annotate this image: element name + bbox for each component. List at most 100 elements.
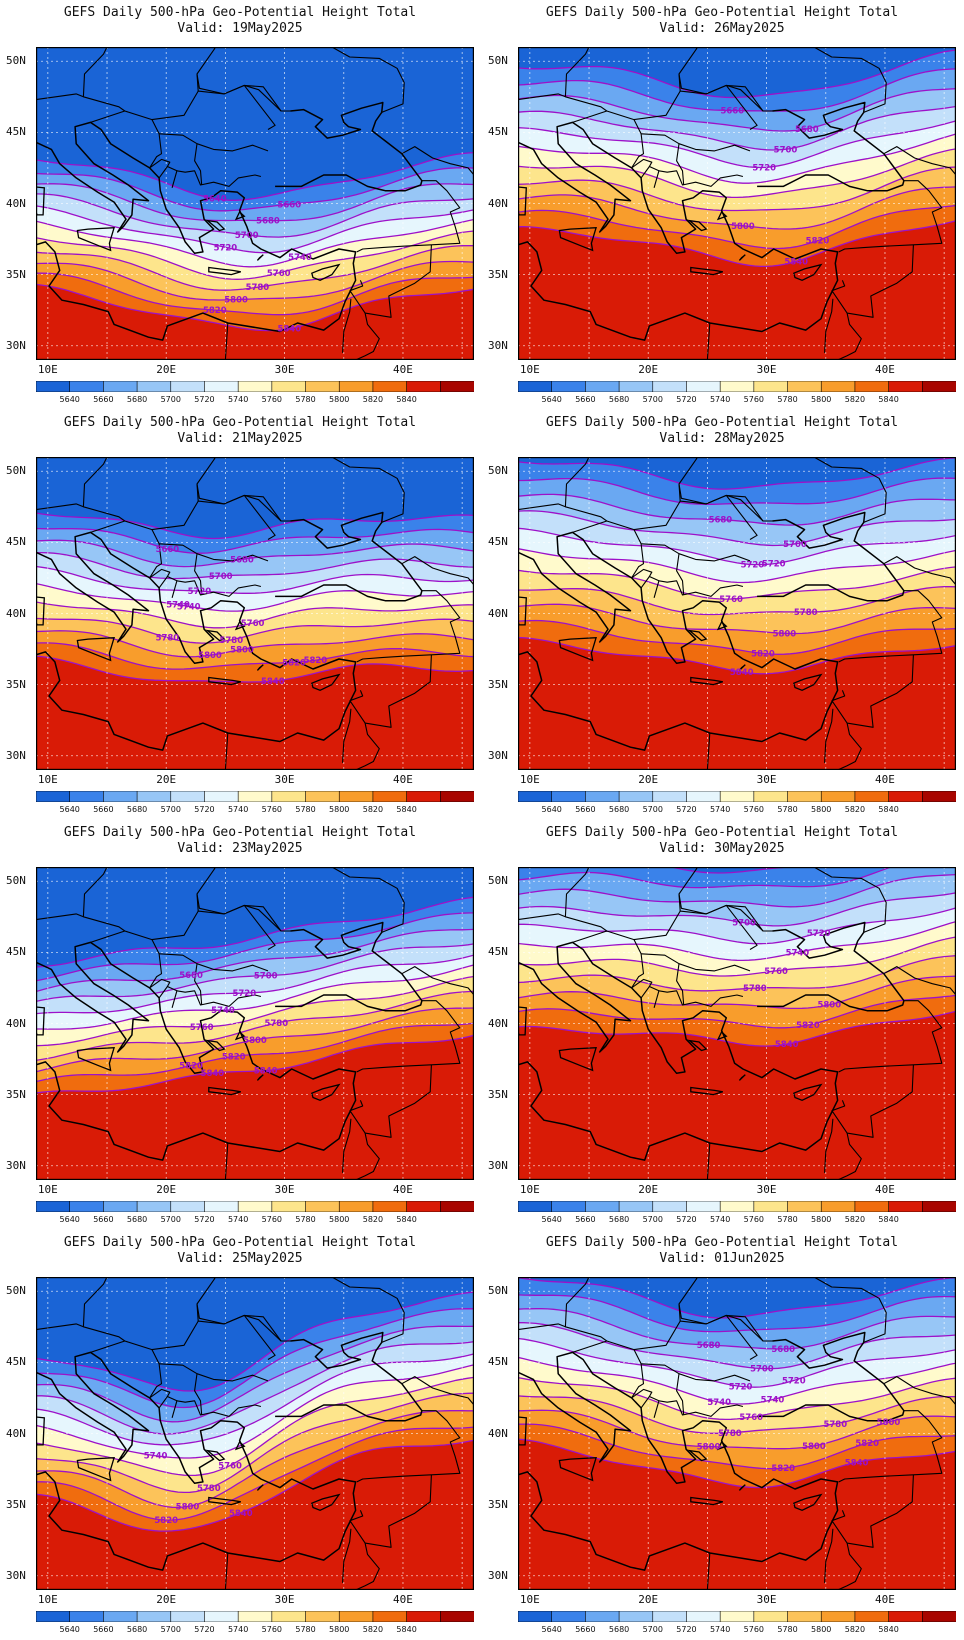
colorbar-swatch bbox=[719, 791, 755, 802]
longitude-label: 10E bbox=[519, 773, 540, 786]
colorbar-label: 5720 bbox=[194, 1215, 215, 1224]
contour-label: 5780 bbox=[264, 1019, 288, 1029]
contour-line bbox=[518, 603, 956, 635]
island-outline bbox=[687, 1449, 708, 1462]
colorbar-label: 5760 bbox=[261, 395, 283, 404]
contour-label: 5840 bbox=[784, 257, 808, 267]
colorbar-swatch bbox=[237, 791, 273, 802]
colorbar-swatch bbox=[652, 381, 688, 392]
contour-label: 5680 bbox=[230, 555, 254, 565]
country-border bbox=[243, 1315, 276, 1360]
latitude-label: 35N bbox=[488, 267, 508, 281]
contour-label: 5740 bbox=[166, 601, 190, 611]
country-border bbox=[826, 690, 846, 712]
island-outline bbox=[208, 1086, 241, 1096]
colorbar-swatch bbox=[36, 1611, 71, 1622]
colorbar-swatch bbox=[305, 791, 340, 802]
country-border bbox=[705, 904, 764, 932]
colorbar-swatch bbox=[618, 1201, 654, 1212]
colorbar-swatch bbox=[686, 1201, 721, 1212]
country-border bbox=[176, 580, 262, 597]
longitude-label: 40E bbox=[874, 1593, 895, 1606]
latitude-label: 30N bbox=[6, 1568, 26, 1582]
island-outline bbox=[558, 637, 597, 662]
country-border bbox=[631, 568, 653, 579]
colorbar-swatch bbox=[69, 1201, 104, 1212]
colorbar-label: 5640 bbox=[59, 1625, 80, 1634]
contour-label: 5760 bbox=[190, 1023, 214, 1033]
colorbar bbox=[518, 381, 956, 392]
island-outline bbox=[518, 596, 527, 626]
country-border bbox=[564, 47, 590, 97]
height-band bbox=[518, 1439, 956, 1590]
country-border bbox=[401, 146, 474, 176]
contour-label: 5840 bbox=[730, 668, 754, 678]
colorbar-swatch bbox=[888, 791, 923, 802]
country-border bbox=[678, 963, 751, 972]
country-border bbox=[838, 1000, 943, 1073]
country-border bbox=[826, 280, 846, 302]
island-outline bbox=[311, 673, 341, 692]
contour-line bbox=[36, 260, 474, 301]
longitude-label: 40E bbox=[392, 1593, 413, 1606]
country-border bbox=[572, 904, 773, 943]
panel-title: GEFS Daily 500-hPa Geo-Potential Height … bbox=[63, 5, 417, 20]
colorbar-label: 5800 bbox=[329, 805, 350, 814]
panel-title: GEFS Daily 500-hPa Geo-Potential Height … bbox=[545, 5, 899, 20]
height-band bbox=[518, 637, 956, 770]
colorbar-label: 5680 bbox=[608, 805, 630, 814]
coastline bbox=[757, 1331, 905, 1422]
latitude-label: 45N bbox=[6, 1355, 26, 1369]
country-border bbox=[706, 732, 711, 770]
country-border bbox=[90, 1314, 291, 1353]
country-border bbox=[149, 158, 171, 169]
colorbar-swatch bbox=[518, 1611, 553, 1622]
country-border bbox=[518, 1323, 608, 1342]
contour-label: 5740 bbox=[707, 1398, 731, 1408]
colorbar-label: 5820 bbox=[844, 1215, 866, 1224]
island-outline bbox=[234, 210, 246, 221]
contour-label: 5820 bbox=[751, 649, 775, 659]
contour-line bbox=[518, 936, 956, 977]
colorbar-label: 5680 bbox=[126, 1625, 148, 1634]
colorbar bbox=[518, 791, 956, 802]
colorbar-label: 5740 bbox=[709, 1215, 731, 1224]
latitude-label: 45N bbox=[488, 125, 508, 139]
longitude-label: 10E bbox=[37, 1183, 58, 1196]
colorbar-swatch bbox=[103, 381, 138, 392]
country-border bbox=[349, 1474, 432, 1548]
latitude-label: 50N bbox=[488, 54, 508, 68]
colorbar-label: 5720 bbox=[676, 1215, 697, 1224]
island-outline bbox=[311, 263, 341, 282]
colorbar-swatch bbox=[170, 1611, 206, 1622]
colorbar-label: 5760 bbox=[261, 1625, 283, 1634]
colorbar-label: 5700 bbox=[160, 1215, 181, 1224]
colorbar-label: 5740 bbox=[709, 1625, 731, 1634]
latitude-label: 45N bbox=[6, 535, 26, 549]
longitude-label: 10E bbox=[37, 1593, 58, 1606]
country-border bbox=[705, 84, 764, 112]
colorbar-label: 5840 bbox=[396, 395, 417, 404]
colorbar-label: 5720 bbox=[194, 805, 215, 814]
island-outline bbox=[716, 210, 728, 221]
contour-line bbox=[36, 151, 474, 201]
colorbar-label: 5820 bbox=[362, 395, 384, 404]
longitude-label: 20E bbox=[638, 363, 659, 376]
island-outline bbox=[687, 219, 708, 232]
country-border bbox=[831, 1064, 914, 1138]
country-border bbox=[196, 143, 269, 152]
country-border bbox=[813, 867, 887, 933]
country-border bbox=[640, 575, 660, 598]
country-border bbox=[342, 298, 352, 353]
contour-label: 5820 bbox=[304, 656, 328, 666]
colorbar-swatch bbox=[136, 1201, 172, 1212]
colorbar-label: 5780 bbox=[777, 395, 798, 404]
contour-line bbox=[36, 512, 474, 540]
contour-line bbox=[518, 1356, 956, 1405]
contour-label: 5680 bbox=[771, 1345, 795, 1355]
colorbar-swatch bbox=[406, 1611, 441, 1622]
colorbar-swatch bbox=[820, 1611, 856, 1622]
colorbar-swatch bbox=[338, 1611, 374, 1622]
colorbar-swatch bbox=[237, 1201, 273, 1212]
colorbar-swatch bbox=[922, 381, 956, 392]
